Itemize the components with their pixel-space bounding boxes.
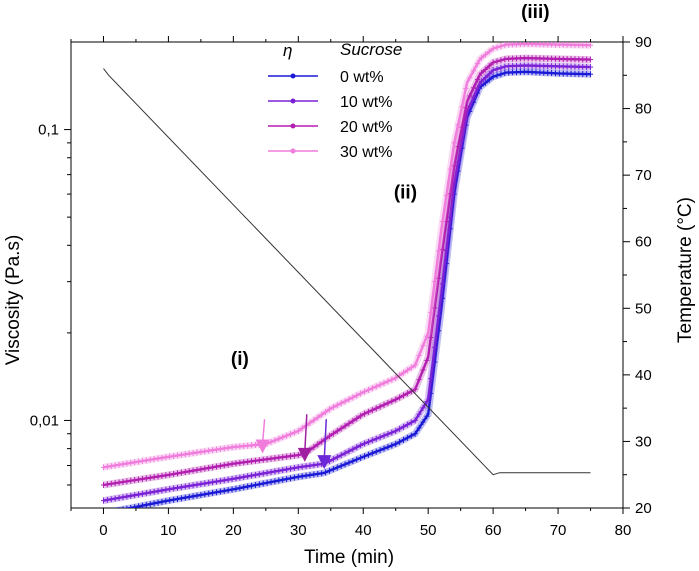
legend-label: 0 wt% [340, 69, 384, 86]
y-axis-title: Viscosity (Pa.s) [3, 235, 24, 366]
x-axis-title: Time (min) [304, 547, 394, 568]
annotation-arrow-shaft [304, 414, 308, 452]
legend-label: 30 wt% [340, 144, 392, 161]
series-layer [100, 42, 594, 508]
axis-ticks [64, 36, 630, 514]
legend-label: 20 wt% [340, 119, 392, 136]
tick-labels: 0 10 20 30 40 50 60 70 80 0,01 0,1 20 30 40 50 60 70 80 90 [30, 34, 652, 539]
y2-tick-label: 20 [635, 500, 652, 517]
y2-tick-label: 50 [635, 300, 652, 317]
annotation-arrow-shaft [323, 419, 328, 460]
x-tick-label: 40 [355, 522, 372, 539]
y2-tick-label: 30 [635, 433, 652, 450]
y2-tick-label: 80 [635, 101, 652, 118]
temperature-line [103, 68, 591, 476]
x-tick-label: 70 [550, 522, 567, 539]
stage-annotation: (ii) [394, 182, 417, 203]
plot-frame [70, 41, 624, 509]
y2-tick-label: 40 [635, 367, 652, 384]
annotation-layer: (i) (ii) (iii) [231, 2, 550, 370]
y2-tick-label: 70 [635, 167, 652, 184]
legend-items: 0 wt% 10 wt% 20 wt% 30 wt% [268, 69, 392, 161]
arrow-layer [255, 414, 332, 470]
x-tick-label: 10 [160, 522, 177, 539]
series-error-band [111, 68, 591, 508]
x-tick-label: 30 [290, 522, 307, 539]
y2-tick-label: 90 [635, 34, 652, 51]
annotation-arrow-shaft [261, 419, 266, 444]
x-tick-label: 0 [99, 522, 107, 539]
series-line [123, 70, 591, 508]
annotation-arrow-head [255, 439, 270, 454]
y2-axis-title: Temperature (°C) [675, 197, 696, 343]
stage-annotation: (iii) [521, 2, 550, 23]
annotation-arrow-head [317, 455, 332, 470]
x-tick-label: 60 [485, 522, 502, 539]
annotation-arrow-head [297, 447, 312, 462]
temperature-layer [103, 68, 591, 476]
stage-annotation: (i) [231, 349, 249, 370]
legend-marker [290, 73, 296, 79]
x-tick-label: 50 [420, 522, 437, 539]
y-tick-label: 0,1 [38, 122, 59, 139]
x-tick-label: 80 [615, 522, 632, 539]
legend-symbol-header: η [283, 41, 292, 60]
legend-header: Sucrose [340, 40, 402, 59]
y2-tick-label: 60 [635, 234, 652, 251]
legend-marker [290, 123, 296, 129]
legend-marker [290, 98, 296, 104]
plot-area [100, 42, 594, 508]
legend-label: 10 wt% [340, 94, 392, 111]
y-tick-label: 0,01 [30, 412, 59, 429]
x-tick-label: 20 [225, 522, 242, 539]
legend-marker [290, 148, 296, 154]
legend: η Sucrose 0 wt% 10 wt% 20 wt% 30 wt% [268, 40, 402, 161]
